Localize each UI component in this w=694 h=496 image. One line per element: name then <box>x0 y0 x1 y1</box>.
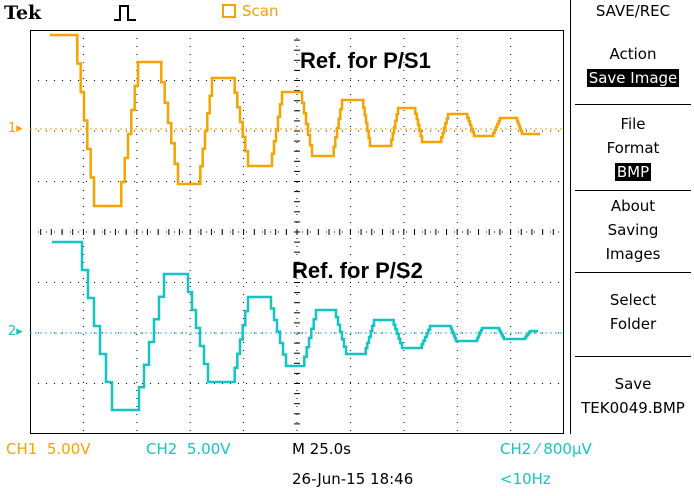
action-button[interactable]: Action Save Image <box>586 45 680 87</box>
date-readout: 26-Jun-15 18:46 <box>292 470 414 488</box>
menu-title: SAVE/REC <box>595 2 671 20</box>
checkbox-icon <box>222 4 236 18</box>
ch1-waveform <box>50 33 540 208</box>
scan-label: Scan <box>242 2 279 20</box>
ch1-label: Ref. for P/S1 <box>300 48 431 73</box>
ch1-ground-marker: 1▸ <box>8 121 23 136</box>
brand-logo: Tek <box>4 2 42 24</box>
file-format-button[interactable]: File Format BMP <box>606 115 660 181</box>
ch2-waveform <box>52 240 538 412</box>
pulse-icon <box>114 5 136 21</box>
menu-divider <box>575 356 691 357</box>
side-menu: SAVE/REC Action Save Image File Format B… <box>570 0 694 434</box>
select-folder-button[interactable]: Select Folder <box>609 291 657 333</box>
save-button[interactable]: Save TEK0049.BMP <box>571 372 694 420</box>
menu-divider <box>575 190 691 191</box>
waveform-display <box>30 30 564 434</box>
ch2-label: Ref. for P/S2 <box>292 258 423 283</box>
frequency-readout: <10Hz <box>500 470 551 488</box>
timebase-readout: M 25.0s <box>292 440 351 458</box>
ch1-status: CH1 5.00V <box>6 440 91 458</box>
graticule <box>30 30 564 434</box>
ch2-ground-marker: 2▸ <box>8 324 23 339</box>
trigger-readout: CH2 ⁄ 800µV <box>500 440 592 458</box>
menu-divider <box>575 272 691 273</box>
about-saving-images-button[interactable]: About Saving Images <box>605 197 661 263</box>
ch2-status: CH2 5.00V <box>146 440 231 458</box>
scan-toggle[interactable]: Scan <box>222 2 278 20</box>
file-format-value: BMP <box>614 163 652 181</box>
save-filename: TEK0049.BMP <box>581 399 685 417</box>
top-bar: Tek Scan <box>0 0 570 30</box>
action-value: Save Image <box>586 69 680 87</box>
menu-divider <box>575 104 691 105</box>
